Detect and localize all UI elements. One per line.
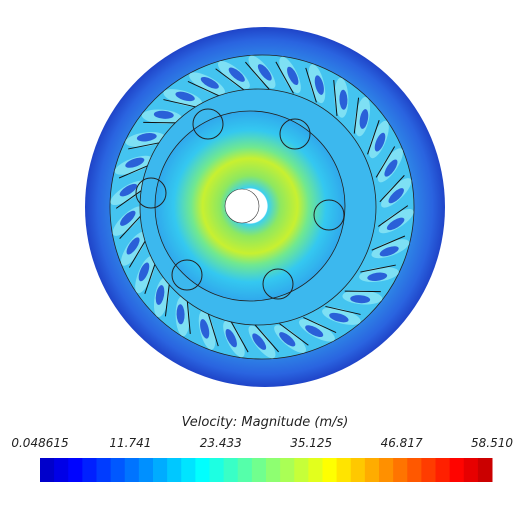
colorbar-title: Velocity: Magnitude (m/s) bbox=[182, 415, 349, 430]
color-band bbox=[125, 458, 140, 482]
color-band bbox=[252, 458, 267, 482]
tick-label: 11.741 bbox=[109, 436, 151, 450]
color-band bbox=[351, 458, 366, 482]
color-band bbox=[337, 458, 352, 482]
color-band bbox=[323, 458, 338, 482]
color-band bbox=[153, 458, 168, 482]
color-band bbox=[238, 458, 253, 482]
color-band bbox=[365, 458, 380, 482]
color-band bbox=[195, 458, 210, 482]
color-band bbox=[379, 458, 394, 482]
chart: Velocity: Magnitude (m/s) 0.048615 11.741… bbox=[0, 0, 531, 506]
color-band bbox=[139, 458, 154, 482]
tick-label: 35.125 bbox=[290, 436, 332, 450]
color-band bbox=[407, 458, 422, 482]
color-band bbox=[224, 458, 239, 482]
color-band bbox=[266, 458, 281, 482]
color-band bbox=[464, 458, 479, 482]
tick-label: 46.817 bbox=[381, 436, 423, 450]
color-band bbox=[478, 458, 493, 482]
color-band bbox=[68, 458, 83, 482]
page: {"chart_data": {"type": "colormap", "tit… bbox=[0, 0, 531, 506]
color-band bbox=[97, 458, 112, 482]
color-band bbox=[181, 458, 196, 482]
color-band bbox=[450, 458, 465, 482]
tick-label: 58.510 bbox=[471, 436, 513, 450]
color-band bbox=[111, 458, 126, 482]
color-band bbox=[280, 458, 295, 482]
color-band bbox=[294, 458, 309, 482]
colorbar: 0.048615 11.741 23.433 35.125 46.817 58.510 bbox=[11, 436, 513, 482]
color-band bbox=[436, 458, 451, 482]
color-band bbox=[167, 458, 182, 482]
tick-label: 23.433 bbox=[200, 436, 242, 450]
color-band bbox=[82, 458, 97, 482]
flow-field bbox=[85, 27, 445, 387]
color-band bbox=[308, 458, 323, 482]
color-band bbox=[421, 458, 436, 482]
color-band bbox=[40, 458, 55, 482]
color-band bbox=[210, 458, 225, 482]
hub bbox=[225, 189, 259, 223]
color-band bbox=[393, 458, 408, 482]
tick-label: 0.048615 bbox=[11, 436, 68, 450]
color-band bbox=[54, 458, 69, 482]
